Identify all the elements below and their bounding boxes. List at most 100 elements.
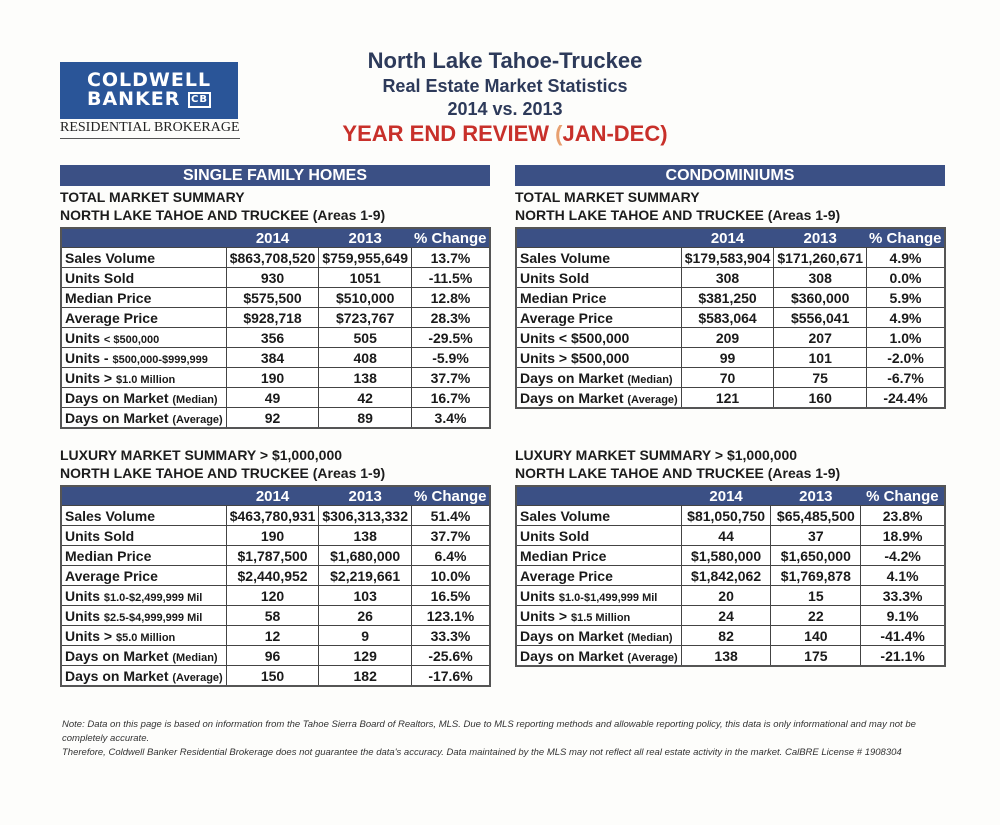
percent-change: 12.8% <box>411 287 491 308</box>
value-2014: $179,583,904 <box>680 247 775 268</box>
row-label: Sales Volume <box>60 505 227 526</box>
row-label: Sales Volume <box>515 247 682 268</box>
row-label-detail: (Median) <box>172 393 218 406</box>
value-2013: $1,769,878 <box>770 565 862 586</box>
column-header: % Change <box>411 486 490 506</box>
table-row: Median Price $1,580,000 $1,650,000 -4.2% <box>515 545 946 566</box>
row-label-main: Sales Volume <box>65 507 156 524</box>
logo-line1: COLDWELL <box>86 69 212 91</box>
table-row: Units $1.0-$1,499,999 Mil 20 15 33.3% <box>515 585 946 606</box>
value-2013: 22 <box>770 605 862 626</box>
value-2013: $510,000 <box>318 287 412 308</box>
section-single-family: SINGLE FAMILY HOMES <box>60 165 490 186</box>
value-2014: 58 <box>225 605 320 626</box>
row-label-main: Average Price <box>65 567 158 584</box>
review-prefix: YEAR END REVIEW <box>342 121 556 146</box>
summary-title: LUXURY MARKET SUMMARY > $1,000,000 <box>60 447 343 463</box>
table-row: Units Sold 44 37 18.9% <box>515 525 946 546</box>
brokerage-label: RESIDENTIAL BROKERAGE <box>60 120 240 139</box>
row-label: Days on Market (Median) <box>515 625 682 646</box>
row-label: Days on Market (Average) <box>60 407 227 429</box>
percent-change: -11.5% <box>411 267 491 288</box>
row-label: Units Sold <box>515 267 682 288</box>
table-row: Units - $500,000-$999,999 384 408 -5.9% <box>60 347 491 368</box>
table-row: Units $1.0-$2,499,999 Mil 120 103 16.5% <box>60 585 491 606</box>
table-row: Units $2.5-$4,999,999 Mil 58 26 123.1% <box>60 605 491 626</box>
value-2014: $1,842,062 <box>680 565 772 586</box>
percent-change: -25.6% <box>411 645 491 666</box>
value-2014: $1,787,500 <box>225 545 320 566</box>
row-label-main: Days on Market <box>520 369 628 386</box>
table-row: Days on Market (Median) 96 129 -25.6% <box>60 645 491 666</box>
value-2013: 175 <box>770 645 862 667</box>
row-label-main: Average Price <box>520 309 613 326</box>
summary-title: TOTAL MARKET SUMMARY <box>60 189 245 205</box>
value-2013: 505 <box>318 327 412 348</box>
value-2014: $863,708,520 <box>225 247 320 268</box>
value-2014: $81,050,750 <box>680 505 772 526</box>
row-label-detail: $1.0 Million <box>115 373 176 386</box>
row-label-detail: (Average) <box>627 393 678 406</box>
percent-change: 37.7% <box>411 367 491 388</box>
column-header <box>61 228 227 248</box>
header-row: 2014 2013% Change <box>516 228 945 248</box>
row-label: Days on Market (Median) <box>60 387 227 408</box>
value-2014: 930 <box>225 267 320 288</box>
row-label: Sales Volume <box>515 505 682 526</box>
value-2013: 101 <box>773 347 867 368</box>
percent-change: -24.4% <box>866 387 946 409</box>
footnote-line2: Therefore, Coldwell Banker Residential B… <box>62 747 902 758</box>
row-label: Days on Market (Average) <box>515 645 682 667</box>
value-2013: $1,680,000 <box>318 545 412 566</box>
value-2013: $171,260,671 <box>773 247 867 268</box>
percent-change: -5.9% <box>411 347 491 368</box>
value-2013: 140 <box>770 625 862 646</box>
value-2013: $65,485,500 <box>770 505 862 526</box>
table-row: Days on Market (Average) 150 182 -17.6% <box>60 665 491 687</box>
value-2014: $1,580,000 <box>680 545 772 566</box>
value-2013: 9 <box>318 625 412 646</box>
table-row: Days on Market (Median) 49 42 16.7% <box>60 387 491 408</box>
logo-line2: BANKER CB <box>60 90 238 109</box>
table-row: Units < $500,000 209 207 1.0% <box>515 327 946 348</box>
row-label-main: Units - <box>65 349 113 366</box>
value-2013: 37 <box>770 525 862 546</box>
column-header <box>516 228 682 248</box>
table-row: Days on Market (Average) 138 175 -21.1% <box>515 645 946 667</box>
value-2014: $463,780,931 <box>225 505 320 526</box>
row-label: Sales Volume <box>60 247 227 268</box>
value-2013: 308 <box>773 267 867 288</box>
percent-change: 4.9% <box>866 247 946 268</box>
value-2014: 138 <box>680 645 772 667</box>
value-2013: 26 <box>318 605 412 626</box>
paren-close: ) <box>660 121 668 146</box>
table-row: Days on Market (Average) 121 160 -24.4% <box>515 387 946 409</box>
value-2014: 82 <box>680 625 772 646</box>
coldwell-banker-logo: COLDWELL BANKER CB <box>60 62 238 119</box>
percent-change: -21.1% <box>860 645 946 667</box>
value-2013: 1051 <box>318 267 412 288</box>
value-2014: 44 <box>680 525 772 546</box>
area-label: NORTH LAKE TAHOE AND TRUCKEE (Areas 1-9) <box>515 465 841 481</box>
row-label-detail: (Average) <box>172 671 223 684</box>
row-label-detail: (Average) <box>172 413 223 426</box>
value-2013: $2,219,661 <box>318 565 412 586</box>
summary-title: TOTAL MARKET SUMMARY <box>515 189 700 205</box>
value-2014: 190 <box>225 525 320 546</box>
row-label-main: Days on Market <box>520 627 628 644</box>
row-label-main: Average Price <box>520 567 613 584</box>
percent-change: -2.0% <box>866 347 946 368</box>
table-row: Average Price $1,842,062 $1,769,878 4.1% <box>515 565 946 586</box>
value-2014: 121 <box>680 387 775 409</box>
row-label: Units Sold <box>60 267 227 288</box>
row-label: Median Price <box>515 287 682 308</box>
row-label: Units - $500,000-$999,999 <box>60 347 227 368</box>
value-2014: $583,064 <box>680 307 775 328</box>
table-row: Units > $1.0 Million 190 138 37.7% <box>60 367 491 388</box>
value-2014: 49 <box>225 387 320 408</box>
column-header: 2014 <box>681 228 774 248</box>
row-label-main: Days on Market <box>65 647 173 664</box>
sfh-luxury-heading: LUXURY MARKET SUMMARY > $1,000,000 NORTH … <box>60 446 385 482</box>
column-header <box>61 486 227 506</box>
